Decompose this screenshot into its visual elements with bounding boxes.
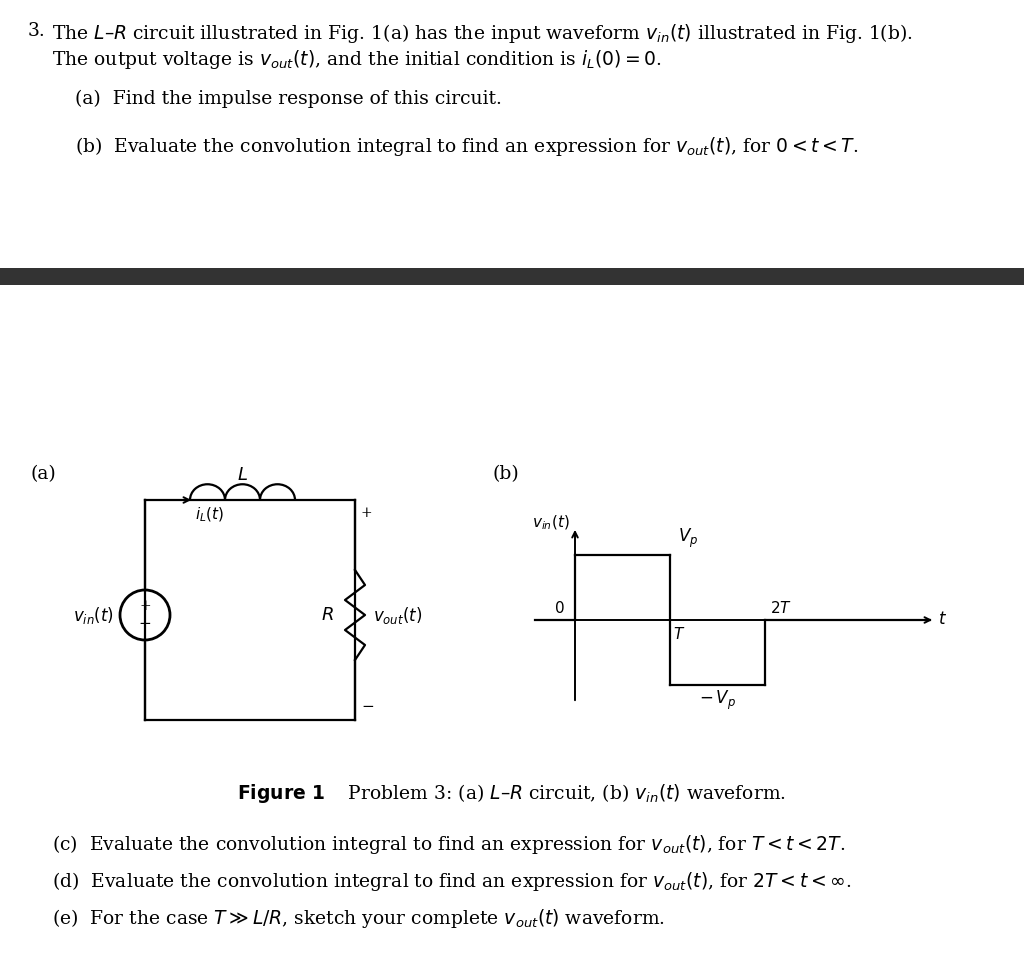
Text: (b): (b) (492, 465, 519, 483)
Text: $i_L(t)$: $i_L(t)$ (195, 506, 224, 524)
Text: $R$: $R$ (321, 606, 334, 624)
Text: (a): (a) (30, 465, 55, 483)
Text: (d)  Evaluate the convolution integral to find an expression for $v_{out}(t)$, f: (d) Evaluate the convolution integral to… (52, 870, 851, 893)
Text: $v_{out}(t)$: $v_{out}(t)$ (373, 605, 423, 626)
Text: $\bf{Figure\ 1}$    Problem 3: (a) $L$–$R$ circuit, (b) $v_{in}(t)$ waveform.: $\bf{Figure\ 1}$ Problem 3: (a) $L$–$R$ … (238, 782, 786, 805)
Text: $v_{in}(t)$: $v_{in}(t)$ (532, 514, 570, 532)
Text: $-\,V_p$: $-\,V_p$ (698, 689, 735, 712)
Text: $V_p$: $V_p$ (678, 527, 698, 550)
Text: The $L$–$R$ circuit illustrated in Fig. 1(a) has the input waveform $v_{in}(t)$ : The $L$–$R$ circuit illustrated in Fig. … (52, 22, 912, 45)
Bar (0, 268, 1024, 285)
Text: $2T$: $2T$ (770, 600, 792, 616)
Text: +: + (361, 506, 373, 520)
Text: $t$: $t$ (938, 612, 947, 629)
Text: (b)  Evaluate the convolution integral to find an expression for $v_{out}(t)$, f: (b) Evaluate the convolution integral to… (75, 135, 858, 158)
Text: (a)  Find the impulse response of this circuit.: (a) Find the impulse response of this ci… (75, 90, 502, 108)
Text: −: − (138, 617, 152, 631)
Text: $0$: $0$ (554, 600, 565, 616)
Text: $L$: $L$ (237, 466, 248, 484)
Text: $T$: $T$ (673, 626, 685, 642)
Text: The output voltage is $v_{out}(t)$, and the initial condition is $i_L(0) = 0$.: The output voltage is $v_{out}(t)$, and … (52, 48, 662, 71)
Text: −: − (361, 700, 374, 714)
Text: (e)  For the case $T \gg L/R$, sketch your complete $v_{out}(t)$ waveform.: (e) For the case $T \gg L/R$, sketch you… (52, 907, 665, 930)
Text: +: + (139, 599, 151, 613)
Text: 3.: 3. (28, 22, 46, 40)
Text: (c)  Evaluate the convolution integral to find an expression for $v_{out}(t)$, f: (c) Evaluate the convolution integral to… (52, 833, 846, 856)
Text: $v_{in}(t)$: $v_{in}(t)$ (73, 605, 114, 626)
